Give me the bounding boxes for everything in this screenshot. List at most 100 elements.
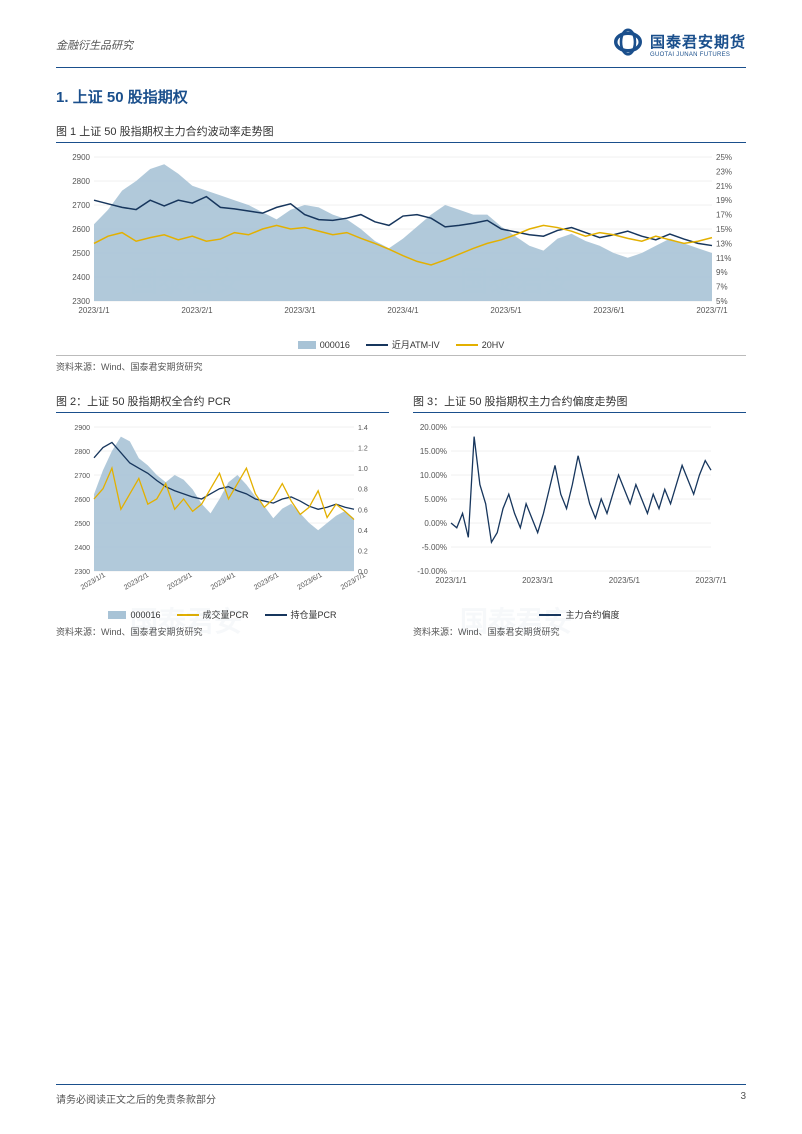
swatch-area xyxy=(298,341,316,349)
legend-item-000016: 000016 xyxy=(298,340,350,350)
chart2-source: 资料来源：Wind、国泰君安期货研究 xyxy=(56,625,389,638)
svg-text:2600: 2600 xyxy=(74,497,90,504)
svg-text:2900: 2900 xyxy=(74,425,90,432)
chart3-title: 图 3：上证 50 股指期权主力合约偏度走势图 xyxy=(413,393,746,413)
svg-text:17%: 17% xyxy=(716,211,732,220)
svg-text:2023/6/1: 2023/6/1 xyxy=(593,306,625,315)
legend-item-20hv: 20HV xyxy=(456,340,505,350)
svg-text:2023/7/1: 2023/7/1 xyxy=(340,572,367,592)
svg-text:5%: 5% xyxy=(716,297,728,306)
svg-text:15.00%: 15.00% xyxy=(420,447,447,456)
svg-text:2500: 2500 xyxy=(72,249,90,258)
svg-text:2800: 2800 xyxy=(72,177,90,186)
swatch-dark xyxy=(265,614,287,616)
svg-text:23%: 23% xyxy=(716,167,732,176)
chart-row-2: 图 2：上证 50 股指期权全合约 PCR 2300 2400 2500 2600 27… xyxy=(56,393,746,658)
svg-text:2023/2/1: 2023/2/1 xyxy=(181,306,213,315)
svg-text:5.00%: 5.00% xyxy=(424,495,447,504)
svg-text:2300: 2300 xyxy=(72,297,90,306)
svg-text:2023/5/1: 2023/5/1 xyxy=(490,306,522,315)
header-category: 金融衍生品研究 xyxy=(56,37,133,53)
svg-text:9%: 9% xyxy=(716,268,728,277)
svg-text:20.00%: 20.00% xyxy=(420,423,447,432)
chart3-col: 图 3：上证 50 股指期权主力合约偏度走势图 -10.00% -5.00% 0.0… xyxy=(413,393,746,658)
svg-text:7%: 7% xyxy=(716,283,728,292)
chart3-source: 资料来源：Wind、国泰君安期货研究 xyxy=(413,625,746,638)
svg-text:2023/5/1: 2023/5/1 xyxy=(609,576,641,585)
swatch-yellow xyxy=(177,614,199,616)
brand-text-block: 国泰君安期货 GUOTAI JUNAN FUTURES xyxy=(650,31,746,58)
legend-item-skew: 主力合约偏度 xyxy=(539,608,619,621)
chart1-legend: 000016 近月ATM-IV 20HV xyxy=(56,338,746,351)
brand-block: 国泰君安期货 GUOTAI JUNAN FUTURES xyxy=(614,28,746,61)
svg-text:1.4: 1.4 xyxy=(358,425,368,432)
section-number: 1. xyxy=(56,89,69,106)
svg-text:19%: 19% xyxy=(716,196,732,205)
page-header: 金融衍生品研究 国泰君安期货 GUOTAI JUNAN FUTURES xyxy=(56,28,746,68)
chart2-col: 图 2：上证 50 股指期权全合约 PCR 2300 2400 2500 2600 27… xyxy=(56,393,389,658)
brand-name: 国泰君安期货 xyxy=(650,31,746,52)
svg-text:0.2: 0.2 xyxy=(358,548,368,555)
legend-item-000016-2: 000016 xyxy=(108,610,160,620)
section-title: 1. 上证 50 股指期权 xyxy=(56,86,746,107)
legend-item-atmiv: 近月ATM-IV xyxy=(366,338,440,351)
svg-text:2023/4/1: 2023/4/1 xyxy=(210,572,237,592)
svg-text:10.00%: 10.00% xyxy=(420,471,447,480)
svg-text:2700: 2700 xyxy=(74,473,90,480)
svg-text:2023/1/1: 2023/1/1 xyxy=(78,306,110,315)
svg-text:0.6: 0.6 xyxy=(358,507,368,514)
svg-text:2023/6/1: 2023/6/1 xyxy=(296,572,323,592)
svg-text:2300: 2300 xyxy=(74,569,90,576)
svg-text:2023/7/1: 2023/7/1 xyxy=(696,306,728,315)
svg-text:2400: 2400 xyxy=(72,273,90,282)
svg-text:2700: 2700 xyxy=(72,201,90,210)
chart3-svg: -10.00% -5.00% 0.00% 5.00% 10.00% 15.00% 20.00… xyxy=(413,419,745,599)
svg-text:1.0: 1.0 xyxy=(358,466,368,473)
svg-text:2023/2/1: 2023/2/1 xyxy=(123,572,150,592)
svg-text:0.4: 0.4 xyxy=(358,528,368,535)
svg-text:1.2: 1.2 xyxy=(358,446,368,453)
chart1-title: 图 1 上证 50 股指期权主力合约波动率走势图 xyxy=(56,123,746,143)
svg-text:15%: 15% xyxy=(716,225,732,234)
svg-text:-10.00%: -10.00% xyxy=(417,567,447,576)
svg-text:0.00%: 0.00% xyxy=(424,519,447,528)
svg-text:2900: 2900 xyxy=(72,153,90,162)
svg-text:2023/5/1: 2023/5/1 xyxy=(253,572,280,592)
svg-text:2600: 2600 xyxy=(72,225,90,234)
svg-text:11%: 11% xyxy=(716,254,731,263)
chart2-title: 图 2：上证 50 股指期权全合约 PCR xyxy=(56,393,389,413)
svg-text:21%: 21% xyxy=(716,182,732,191)
svg-text:2500: 2500 xyxy=(74,521,90,528)
chart1-svg: 2300 2400 2500 2600 2700 2800 2900 5% 7% 9% 11% 13%… xyxy=(56,149,746,329)
svg-text:2023/3/1: 2023/3/1 xyxy=(284,306,316,315)
chart1-source: 资料来源：Wind、国泰君安期货研究 xyxy=(56,355,746,373)
chart2-svg: 23002400250026002700280029000.00.20.40.6… xyxy=(56,419,388,599)
brand-logo-icon xyxy=(614,28,642,61)
svg-text:2023/1/1: 2023/1/1 xyxy=(435,576,467,585)
svg-text:2023/7/1: 2023/7/1 xyxy=(695,576,727,585)
swatch-yellow xyxy=(456,344,478,346)
swatch-dark xyxy=(366,344,388,346)
swatch-dark xyxy=(539,614,561,616)
footer-page-number: 3 xyxy=(740,1091,746,1106)
chart1: 2300 2400 2500 2600 2700 2800 2900 5% 7% 9% 11% 13%… xyxy=(56,149,746,351)
footer-disclaimer: 请务必阅读正文之后的免责条款部分 xyxy=(56,1091,216,1106)
chart2-legend: 000016 成交量PCR 持仓量PCR xyxy=(56,608,389,621)
svg-text:25%: 25% xyxy=(716,153,732,162)
brand-sub: GUOTAI JUNAN FUTURES xyxy=(650,52,746,58)
section-name: 上证 50 股指期权 xyxy=(73,89,188,106)
legend-item-volpcr: 成交量PCR xyxy=(177,608,249,621)
page-footer: 请务必阅读正文之后的免责条款部分 3 xyxy=(56,1084,746,1106)
svg-text:2800: 2800 xyxy=(74,449,90,456)
svg-text:2023/3/1: 2023/3/1 xyxy=(522,576,554,585)
legend-item-oipcr: 持仓量PCR xyxy=(265,608,337,621)
svg-text:2400: 2400 xyxy=(74,545,90,552)
swatch-area xyxy=(108,611,126,619)
chart3-legend: 主力合约偏度 xyxy=(413,608,746,621)
svg-text:2023/3/1: 2023/3/1 xyxy=(166,572,193,592)
svg-text:2023/4/1: 2023/4/1 xyxy=(387,306,419,315)
svg-text:-5.00%: -5.00% xyxy=(422,543,447,552)
svg-text:13%: 13% xyxy=(716,239,732,248)
svg-text:0.8: 0.8 xyxy=(358,487,368,494)
page: 国泰君安 国泰君安 国泰君安 国泰君安 金融衍生品研究 国泰君安期货 GUOTA… xyxy=(0,0,802,1134)
